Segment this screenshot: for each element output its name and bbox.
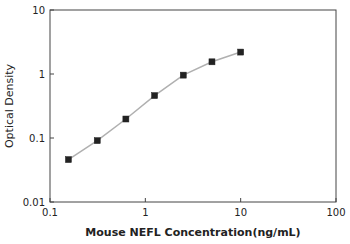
x-tick [145, 198, 146, 202]
plot-frame [50, 10, 336, 202]
x-tick [240, 198, 241, 202]
plot-area [65, 49, 243, 162]
x-tick-label: 10 [234, 207, 247, 218]
chart-container: 0.11101000.010.1110Mouse NEFL Concentrat… [0, 0, 350, 244]
x-tick-label: 1 [142, 207, 148, 218]
y-tick [50, 10, 54, 11]
y-tick [50, 202, 54, 203]
data-point [94, 138, 100, 144]
data-point [209, 59, 215, 65]
y-axis-label: Optical Density [3, 63, 16, 148]
x-tick-label: 100 [326, 207, 345, 218]
y-tick-label: 0.1 [29, 133, 45, 144]
y-tick-label: 1 [39, 69, 45, 80]
data-point [180, 72, 186, 78]
y-tick-label: 0.01 [23, 197, 45, 208]
x-tick [336, 198, 337, 202]
x-tick-label: 0.1 [42, 207, 58, 218]
x-tick [50, 198, 51, 202]
data-point [65, 157, 71, 163]
data-point [152, 93, 158, 99]
y-tick [50, 138, 54, 139]
x-axis-label: Mouse NEFL Concentration(ng/mL) [85, 226, 300, 239]
chart-svg: 0.11101000.010.1110Mouse NEFL Concentrat… [0, 0, 350, 244]
data-point [123, 116, 129, 122]
data-point [238, 49, 244, 55]
data-line [68, 52, 240, 159]
y-tick-label: 10 [32, 5, 45, 16]
y-tick [50, 74, 54, 75]
